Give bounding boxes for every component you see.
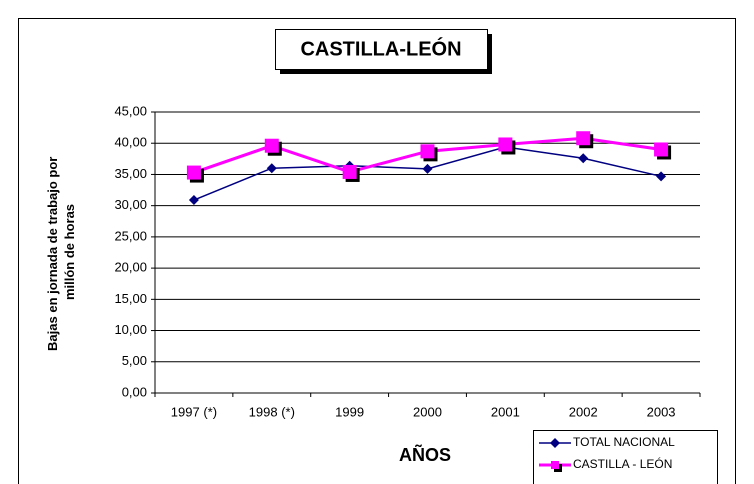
- marker: [654, 142, 669, 157]
- x-tick-label: 1998 (*): [249, 404, 295, 419]
- legend-marker: [551, 461, 559, 469]
- legend-label: CASTILLA - LEÓN: [573, 456, 672, 471]
- y-tick-label: 15,00: [114, 291, 147, 306]
- x-tick-label: 2001: [491, 404, 520, 419]
- y-tick-label: 30,00: [114, 197, 147, 212]
- chart-frame: [18, 18, 736, 484]
- y-tick-label: 20,00: [114, 260, 147, 275]
- y-tick-label: 45,00: [114, 103, 147, 118]
- marker: [186, 165, 201, 180]
- marker: [422, 163, 433, 174]
- y-axis-label-line: millón de horas: [62, 204, 77, 300]
- marker: [266, 163, 277, 174]
- marker: [188, 195, 199, 206]
- chart-title: CASTILLA-LEÓN: [300, 36, 461, 60]
- marker: [498, 137, 513, 152]
- legend-label: TOTAL NACIONAL: [573, 435, 675, 449]
- x-tick-label: 2003: [647, 404, 676, 419]
- y-tick-label: 40,00: [114, 135, 147, 150]
- x-tick-label: 2002: [569, 404, 598, 419]
- legend-marker: [550, 438, 560, 448]
- marker: [576, 131, 591, 146]
- y-axis-label-line: Bajas en jornada de trabajo por: [45, 157, 60, 351]
- y-tick-label: 5,00: [122, 353, 147, 368]
- y-tick-label: 35,00: [114, 166, 147, 181]
- x-tick-label: 2000: [413, 404, 442, 419]
- legend-box: [533, 430, 718, 484]
- marker: [264, 138, 279, 153]
- title-box: [275, 29, 488, 70]
- marker: [420, 144, 435, 159]
- y-tick-label: 25,00: [114, 228, 147, 243]
- y-tick-label: 10,00: [114, 322, 147, 337]
- marker: [342, 164, 357, 179]
- x-axis-label: AÑOS: [399, 444, 451, 465]
- marker: [656, 171, 667, 182]
- x-tick-label: 1999: [335, 404, 364, 419]
- marker: [578, 153, 589, 164]
- x-tick-label: 1997 (*): [171, 404, 217, 419]
- y-axis-label: Bajas en jornada de trabajo por millón d…: [45, 153, 77, 351]
- y-tick-label: 0,00: [122, 384, 147, 399]
